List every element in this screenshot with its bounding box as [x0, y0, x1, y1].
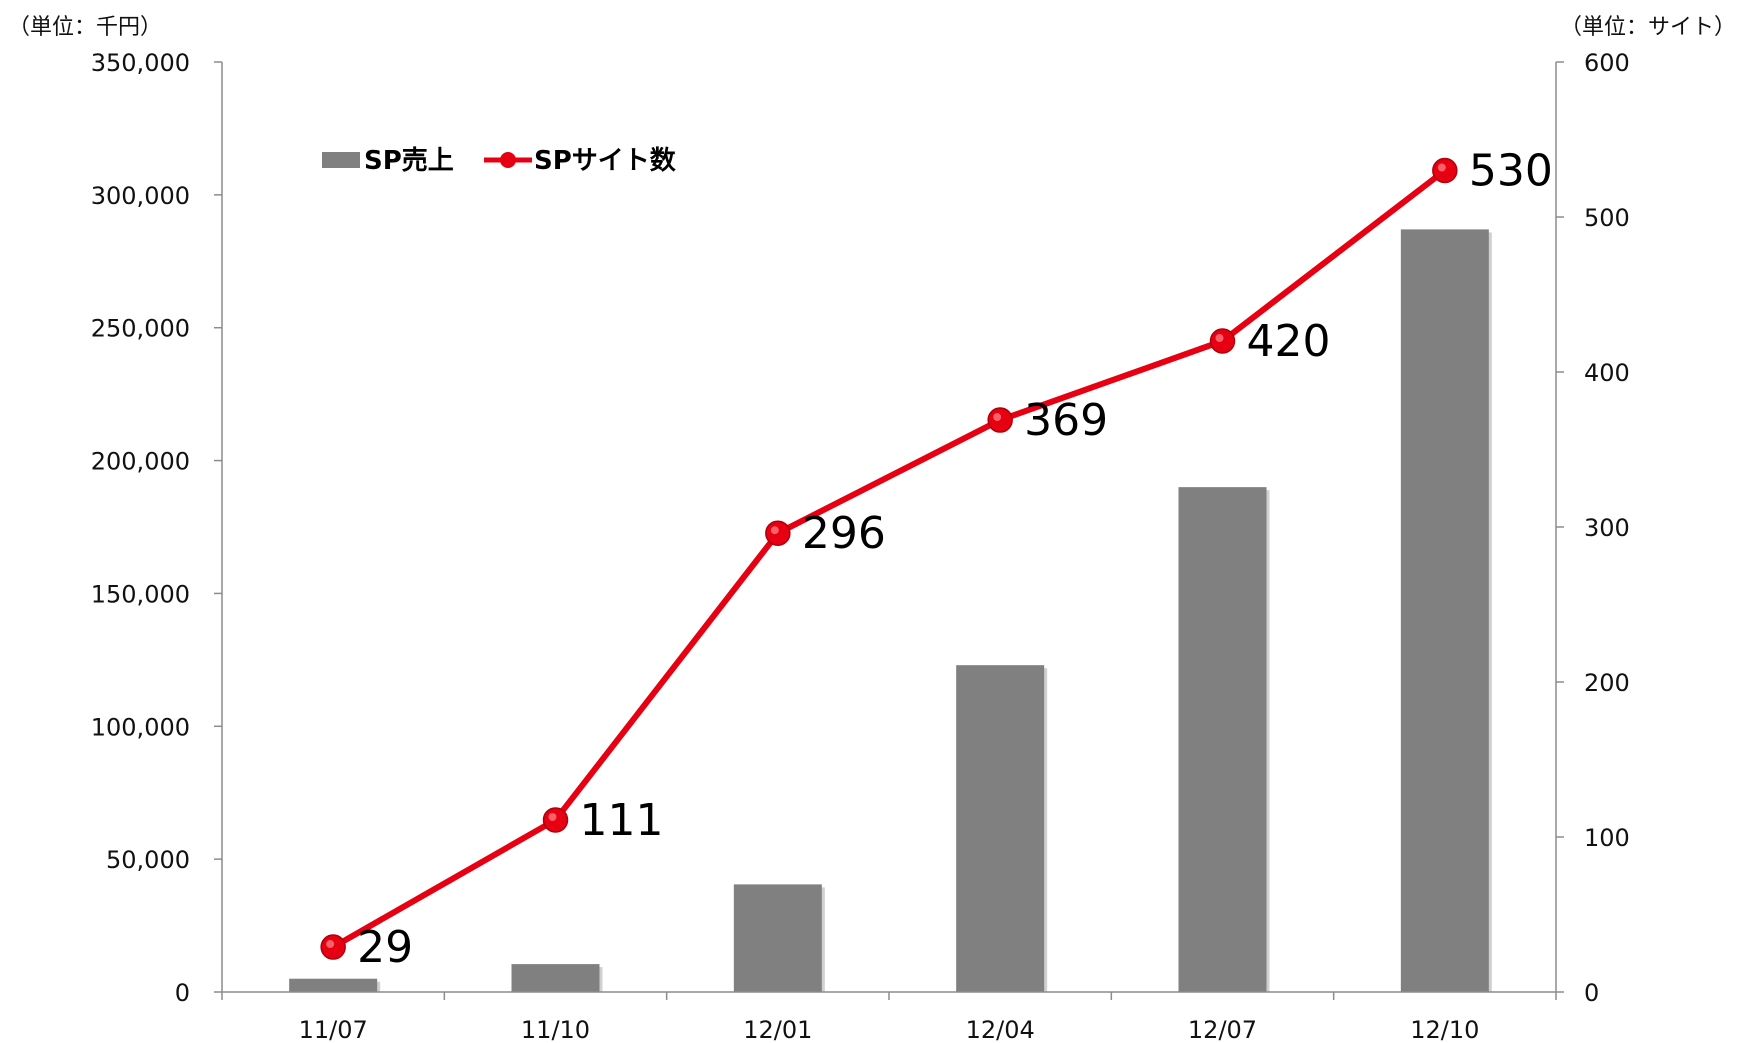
x-axis-tick-label: 11/10 — [521, 1016, 590, 1043]
line-point-highlight — [548, 812, 557, 821]
left-axis-unit: （単位：千円） — [8, 15, 162, 40]
line-point — [1209, 328, 1236, 354]
legend: SP売上 SPサイト数 — [322, 146, 677, 176]
data-label: 296 — [802, 508, 886, 559]
line-point — [1432, 157, 1458, 184]
x-axis-tick-label: 11/07 — [299, 1016, 368, 1043]
right-axis-tick-label: 600 — [1584, 49, 1630, 77]
legend-bar-swatch — [322, 152, 360, 168]
bar — [289, 978, 378, 992]
bar — [1400, 229, 1489, 992]
legend-line-marker — [500, 152, 516, 168]
left-axis-tick-label: 350,000 — [91, 49, 190, 77]
data-label: 369 — [1024, 395, 1108, 446]
x-axis-tick-label: 12/07 — [1188, 1016, 1257, 1043]
right-axis-tick-label: 400 — [1584, 359, 1630, 387]
data-label: 111 — [580, 795, 664, 846]
bar-series — [289, 229, 1492, 992]
left-axis-tick-label: 0 — [175, 979, 190, 1007]
line-point-highlight — [326, 940, 335, 949]
series-line — [330, 167, 1448, 951]
bar — [1178, 487, 1267, 992]
line-point — [987, 407, 1013, 433]
line-point-highlight — [1215, 334, 1224, 342]
left-axis-tick-label: 50,000 — [106, 846, 190, 874]
right-axis-unit: （単位：サイト） — [1560, 15, 1736, 40]
left-axis-tick-label: 250,000 — [91, 315, 190, 343]
x-axis: 11/07 11/10 12/01 12/04 12/07 12/10 — [221, 991, 1557, 1043]
x-axis-tick-label: 12/04 — [966, 1016, 1035, 1043]
data-label: 29 — [357, 922, 413, 973]
line-point-highlight — [1437, 163, 1446, 172]
left-axis-tick-label: 200,000 — [91, 448, 190, 476]
right-axis-tick-label: 100 — [1584, 824, 1630, 852]
bar — [733, 884, 822, 992]
left-axis-tick-label: 300,000 — [91, 182, 190, 210]
x-axis-tick-label: 12/10 — [1410, 1016, 1479, 1043]
bar — [511, 964, 600, 992]
bar — [956, 665, 1045, 992]
left-axis-tick-label: 150,000 — [91, 580, 190, 608]
line-point-highlight — [770, 526, 779, 535]
line-point — [542, 807, 569, 833]
right-axis-tick-label: 200 — [1584, 669, 1630, 697]
left-axis-tick-label: 100,000 — [91, 713, 190, 741]
right-axis: 0 100 200 300 400 500 600 — [1555, 49, 1630, 1007]
legend-line-label: SPサイト数 — [534, 146, 677, 176]
right-axis-tick-label: 300 — [1584, 514, 1630, 542]
line-point — [320, 934, 346, 960]
legend-bar-label: SP売上 — [364, 146, 454, 176]
x-axis-tick-label: 12/01 — [743, 1016, 812, 1043]
line-point-highlight — [993, 413, 1002, 422]
data-label: 420 — [1247, 316, 1331, 367]
line-series: 29 111 296 369 420 530 — [320, 146, 1553, 973]
right-axis-tick-label: 500 — [1584, 204, 1630, 232]
line-point — [765, 520, 791, 546]
data-label: 530 — [1469, 146, 1553, 197]
right-axis-tick-label: 0 — [1584, 979, 1599, 1007]
left-axis: 0 50,000 100,000 150,000 200,000 250,000 300,0… — [91, 49, 223, 1007]
